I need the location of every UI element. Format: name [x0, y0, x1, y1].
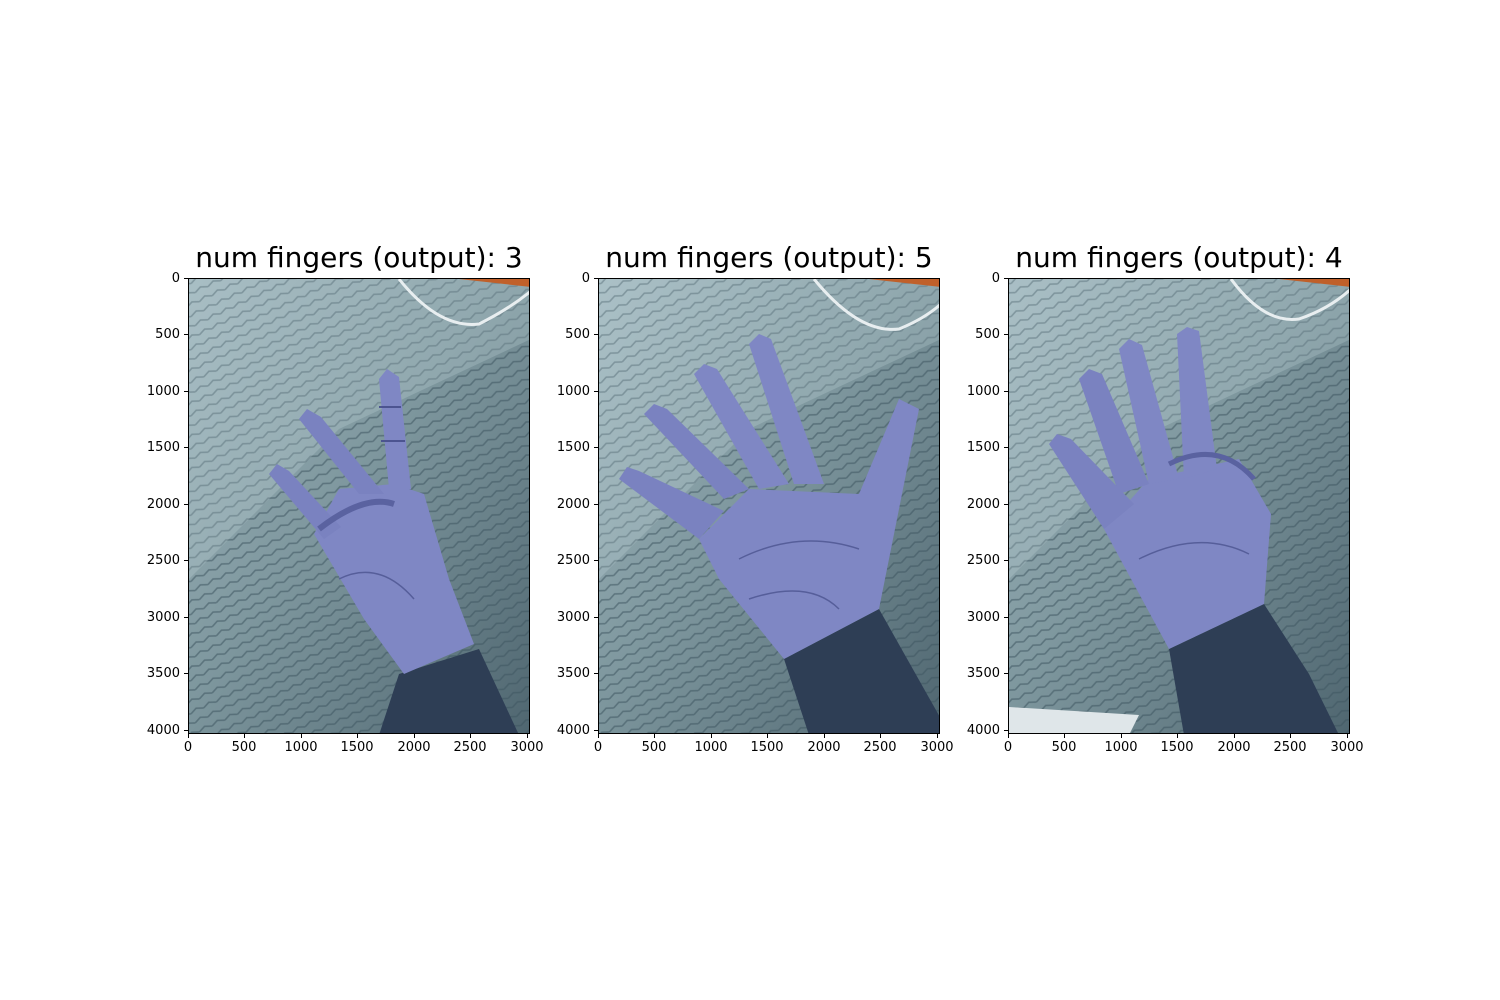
y-tick: 2000: [960, 504, 1008, 518]
y-tick: 0: [550, 278, 598, 292]
y-tick: 2000: [140, 504, 188, 518]
x-tick: 0: [1008, 734, 1009, 754]
y-tick: 3500: [140, 673, 188, 687]
x-tick: 2000: [414, 734, 415, 754]
y-tick: 2500: [140, 560, 188, 574]
y-tick: 2500: [550, 560, 598, 574]
panel-five-fingers: num fingers (output): 5: [550, 240, 940, 760]
x-tick: 0: [598, 734, 599, 754]
x-tick: 2000: [1234, 734, 1235, 754]
x-tick: 1500: [1177, 734, 1178, 754]
x-tick: 500: [244, 734, 245, 754]
y-tick: 3000: [140, 617, 188, 631]
y-tick: 1500: [140, 447, 188, 461]
x-tick: 1000: [301, 734, 302, 754]
x-tick: 2500: [880, 734, 881, 754]
x-tick: 2000: [824, 734, 825, 754]
x-tick: 1500: [767, 734, 768, 754]
y-tick: 1000: [960, 391, 1008, 405]
x-tick: 2500: [1290, 734, 1291, 754]
x-tick: 1500: [357, 734, 358, 754]
y-tick: 3000: [550, 617, 598, 631]
y-tick: 3500: [550, 673, 598, 687]
x-tick: 1000: [1121, 734, 1122, 754]
y-tick: 500: [960, 334, 1008, 348]
y-tick: 500: [140, 334, 188, 348]
panel-three-fingers: num fingers (output): 3: [140, 240, 530, 760]
y-tick: 500: [550, 334, 598, 348]
y-tick: 3000: [960, 617, 1008, 631]
y-tick: 1500: [550, 447, 598, 461]
y-tick: 1500: [960, 447, 1008, 461]
panel-four-fingers: num fingers (output): 4: [960, 240, 1350, 760]
y-tick: 0: [960, 278, 1008, 292]
y-tick: 3500: [960, 673, 1008, 687]
x-tick: 0: [188, 734, 189, 754]
x-tick: 500: [654, 734, 655, 754]
x-tick: 3000: [527, 734, 528, 754]
x-tick: 3000: [937, 734, 938, 754]
y-tick: 4000: [550, 730, 598, 744]
hand-four-fingers-photo: [1008, 278, 1350, 734]
panel-title: num fingers (output): 5: [598, 240, 940, 276]
hand-open-palm-photo: [598, 278, 940, 734]
y-tick: 0: [140, 278, 188, 292]
hand-three-fingers-photo: [188, 278, 530, 734]
y-tick: 4000: [140, 730, 188, 744]
panel-title: num fingers (output): 4: [1008, 240, 1350, 276]
x-tick: 3000: [1347, 734, 1348, 754]
x-tick: 500: [1064, 734, 1065, 754]
y-tick: 1000: [550, 391, 598, 405]
y-tick: 2500: [960, 560, 1008, 574]
x-tick: 2500: [470, 734, 471, 754]
y-tick: 1000: [140, 391, 188, 405]
y-tick: 4000: [960, 730, 1008, 744]
panel-title: num fingers (output): 3: [188, 240, 530, 276]
x-tick: 1000: [711, 734, 712, 754]
y-tick: 2000: [550, 504, 598, 518]
